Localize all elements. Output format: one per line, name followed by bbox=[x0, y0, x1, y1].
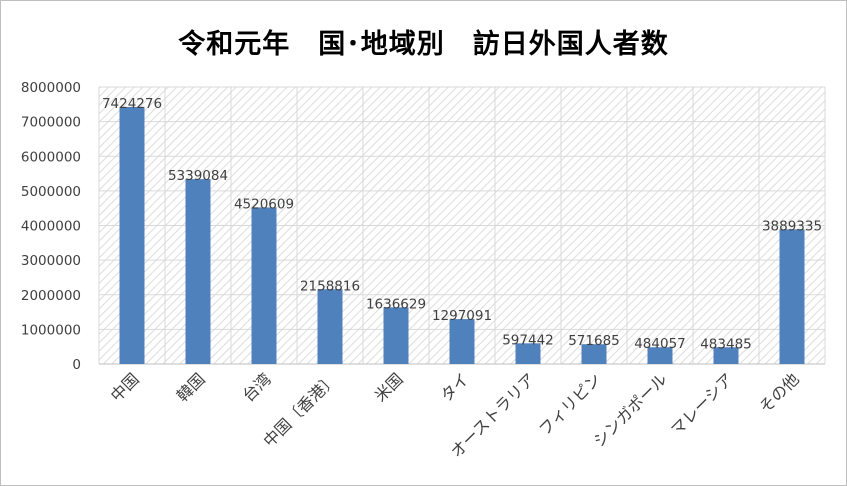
x-tick-label: その他 bbox=[755, 369, 802, 416]
x-tick-label: マレーシア bbox=[667, 369, 737, 439]
x-tick-label: 韓国 bbox=[173, 369, 209, 405]
bar bbox=[251, 207, 277, 364]
bar bbox=[383, 307, 409, 364]
data-label: 3889335 bbox=[762, 218, 822, 234]
bar bbox=[515, 343, 541, 364]
x-tick-label: 台湾 bbox=[239, 369, 275, 405]
x-tick-label: 中国 bbox=[107, 369, 143, 405]
bar bbox=[317, 289, 343, 364]
data-label: 483485 bbox=[700, 336, 752, 352]
x-tick-label: タイ bbox=[437, 369, 473, 405]
y-tick-label: 4000000 bbox=[21, 219, 81, 235]
y-tick-label: 2000000 bbox=[21, 288, 81, 304]
bar bbox=[581, 344, 607, 364]
x-axis: 中国 韓国 台湾中国〔香港〕 米国 タイオーストラリアフィリピンシンガポールマレーシアそ… bbox=[107, 369, 803, 461]
bar bbox=[185, 179, 211, 364]
data-label: 571685 bbox=[568, 333, 620, 349]
data-label: 484057 bbox=[634, 336, 686, 352]
data-label: 2158816 bbox=[300, 278, 360, 294]
data-label: 1297091 bbox=[432, 308, 492, 324]
bar bbox=[713, 347, 739, 364]
data-label: 7424276 bbox=[102, 96, 162, 112]
data-labels: 7424276 5339084 4520609 2158816 1636629 12970… bbox=[102, 96, 822, 352]
gridlines bbox=[98, 86, 826, 365]
x-tick-label: 米国 bbox=[371, 369, 407, 405]
y-axis: 0 1000000 2000000 3000000 4000000 5000000 6000… bbox=[21, 80, 81, 373]
x-tick-label: フィリピン bbox=[535, 369, 605, 439]
data-label: 1636629 bbox=[366, 296, 426, 312]
data-label: 5339084 bbox=[168, 168, 228, 184]
bar bbox=[119, 106, 145, 364]
y-tick-label: 7000000 bbox=[21, 115, 81, 131]
y-tick-label: 6000000 bbox=[21, 149, 81, 165]
bar bbox=[647, 347, 673, 364]
bar bbox=[449, 319, 475, 364]
data-label: 597442 bbox=[502, 332, 554, 348]
y-tick-label: 3000000 bbox=[21, 253, 81, 269]
y-tick-label: 8000000 bbox=[21, 80, 81, 96]
bars bbox=[119, 106, 805, 364]
y-tick-label: 0 bbox=[72, 357, 81, 373]
y-tick-label: 1000000 bbox=[21, 322, 81, 338]
chart-title: 令和元年 国･地域別 訪日外国人者数 bbox=[178, 29, 669, 60]
y-tick-label: 5000000 bbox=[21, 184, 81, 200]
data-label: 4520609 bbox=[234, 196, 294, 212]
bar bbox=[779, 229, 805, 364]
